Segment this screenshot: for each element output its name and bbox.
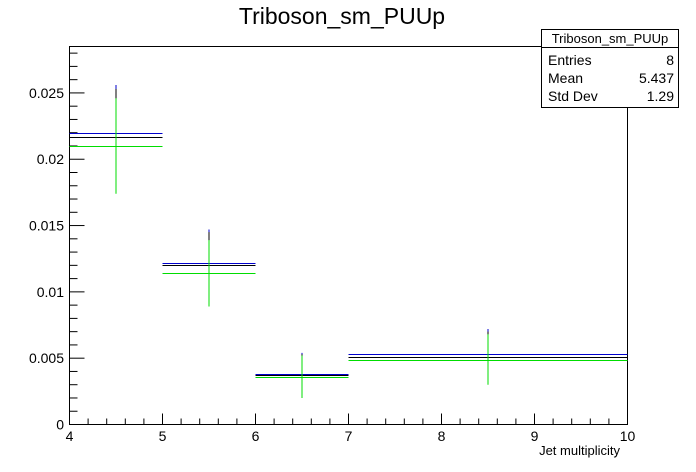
stats-mean-value: 5.437 <box>639 70 674 86</box>
y-tick-label: 0.015 <box>29 218 64 234</box>
x-tick-label: 6 <box>252 428 260 444</box>
stats-stddev-label: Std Dev <box>548 88 598 104</box>
stats-entries-label: Entries <box>548 52 592 68</box>
stats-mean-label: Mean <box>548 70 583 86</box>
x-tick-label: 8 <box>438 428 446 444</box>
y-tick-label: 0.01 <box>37 284 64 300</box>
y-tick-label: 0.025 <box>29 85 64 101</box>
y-tick-label: 0.005 <box>29 350 64 366</box>
stats-entries-value: 8 <box>666 52 674 68</box>
y-tick-label: 0 <box>56 417 64 433</box>
x-tick-label: 9 <box>531 428 539 444</box>
stats-stddev-value: 1.29 <box>647 88 674 104</box>
chart-title: Triboson_sm_PUUp <box>239 3 445 29</box>
x-tick-label: 5 <box>159 428 167 444</box>
x-axis-title: Jet multiplicity <box>539 443 620 458</box>
stats-title: Triboson_sm_PUUp <box>552 31 669 46</box>
x-tick-label: 4 <box>66 428 74 444</box>
x-tick-label: 10 <box>620 428 636 444</box>
x-tick-label: 7 <box>345 428 353 444</box>
stats-box: Triboson_sm_PUUp Entries 8 Mean 5.437 St… <box>541 29 679 108</box>
y-tick-label: 0.02 <box>37 151 64 167</box>
